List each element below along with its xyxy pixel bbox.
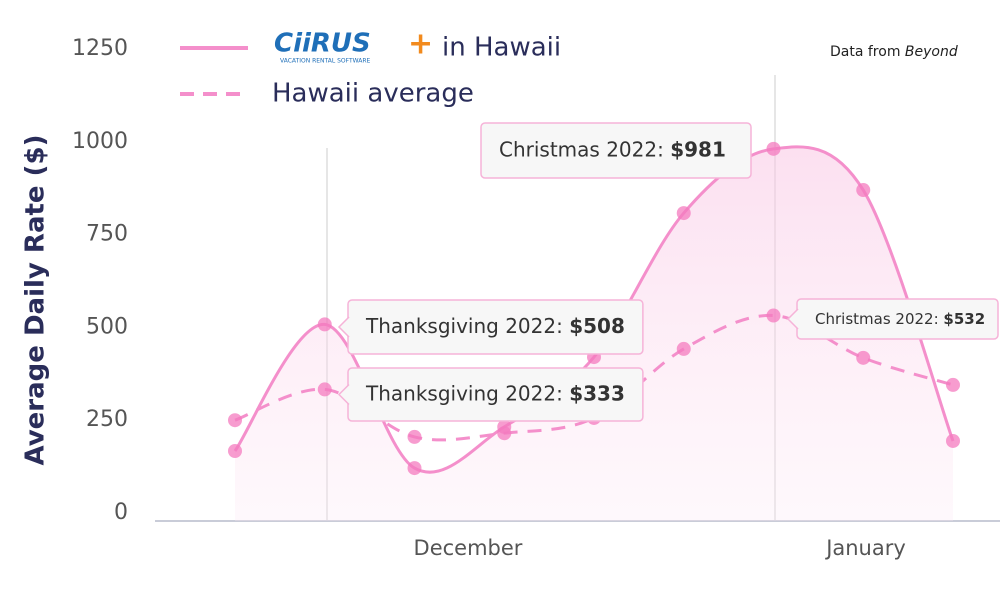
callout-text: Christmas 2022: $981: [499, 137, 726, 161]
brand-tagline: VACATION RENTAL SOFTWARE: [280, 58, 371, 65]
y-tick-label: 500: [86, 314, 128, 339]
data-point: [856, 183, 871, 198]
callout: Thanksgiving 2022: $333: [337, 367, 644, 422]
data-point: [676, 341, 691, 356]
data-point: [228, 413, 242, 428]
data-point: [946, 377, 960, 392]
area: [235, 146, 953, 521]
data-point: [228, 444, 242, 459]
callout-tail: [337, 316, 350, 338]
data-point: [766, 308, 781, 323]
callout: Thanksgiving 2022: $508: [337, 299, 644, 355]
data-point: [856, 350, 871, 365]
y-tick-label: 250: [86, 407, 128, 432]
callout-label: Christmas 2022:: [499, 137, 664, 161]
y-axis-title: Average Daily Rate ($): [21, 135, 51, 466]
data-point: [946, 433, 960, 448]
value-label: $532: [943, 310, 985, 328]
brand-logo: CiiRUS + VACATION RENTAL SOFTWARE: [274, 27, 433, 65]
callout-text: Christmas 2022: $532: [815, 310, 985, 328]
callout-label: Thanksgiving 2022:: [365, 314, 563, 338]
source-text: Data from: [830, 44, 900, 60]
callout-tail: [337, 383, 350, 406]
source-name: Beyond: [905, 44, 958, 60]
value-label: $333: [569, 381, 625, 405]
callout-label: Thanksgiving 2022:: [365, 381, 563, 405]
data-point: [766, 141, 781, 156]
legend-label: in Hawaii: [442, 33, 561, 63]
brand-mark: +: [408, 27, 433, 62]
data-point: [497, 426, 512, 441]
data-point: [317, 317, 332, 332]
value-label: $981: [670, 137, 726, 161]
callout: Christmas 2022: $532: [786, 298, 999, 340]
callout-text: Thanksgiving 2022: $508: [365, 314, 625, 338]
callout-text: Thanksgiving 2022: $333: [365, 381, 625, 405]
x-tick-label: December: [414, 536, 523, 560]
brand-name: CiiRUS: [274, 29, 371, 59]
data-point: [407, 429, 422, 444]
x-tick-label: January: [824, 536, 906, 560]
callout: Christmas 2022: $981: [480, 122, 752, 179]
y-tick-label: 1000: [72, 129, 128, 154]
data-point: [676, 206, 691, 221]
callout-box: [480, 122, 752, 179]
y-tick-label: 1250: [72, 36, 128, 61]
data-point: [407, 461, 422, 476]
data-point: [317, 382, 332, 397]
y-tick-label: 0: [114, 500, 128, 525]
callout-tail: [786, 308, 799, 330]
legend-label: Hawaii average: [272, 79, 474, 109]
value-label: $508: [569, 314, 625, 338]
y-tick-label: 750: [86, 222, 128, 247]
source: Data from Beyond: [830, 44, 958, 60]
callout-label: Christmas 2022:: [815, 310, 939, 328]
